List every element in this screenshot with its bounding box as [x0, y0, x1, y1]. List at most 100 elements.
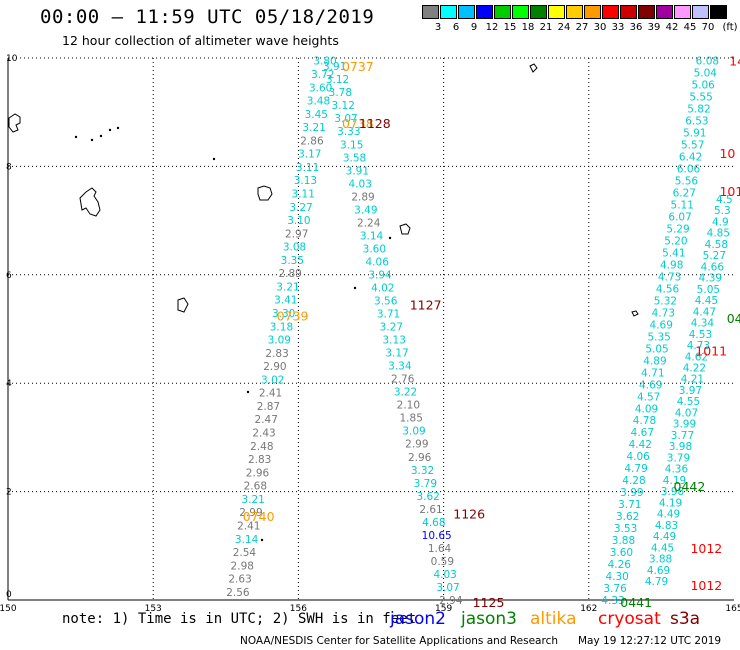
- swh-value: 5.35: [647, 331, 670, 343]
- swh-value: 5.06: [691, 80, 715, 92]
- swh-value: 2.43: [252, 428, 275, 440]
- swh-value: 3.41: [274, 295, 297, 307]
- swh-value: 3.21: [241, 494, 264, 506]
- swh-value: 4.06: [366, 256, 390, 268]
- pass-time-label: 1011: [695, 344, 727, 359]
- swh-value: 4.42: [629, 439, 652, 451]
- swh-value: 4.78: [633, 415, 656, 427]
- swh-value: 3.45: [305, 109, 328, 121]
- swh-value: 6.08: [696, 56, 719, 68]
- swh-value: 3.13: [383, 335, 406, 347]
- swh-value: 3.53: [614, 523, 637, 535]
- swh-value: 2.86: [300, 135, 324, 147]
- swh-value: 3.22: [394, 387, 417, 399]
- swh-value: 1.85: [400, 413, 423, 425]
- swh-value: 4.98: [660, 259, 683, 271]
- x-tick-label: 162: [580, 604, 597, 614]
- swh-value: 3.62: [616, 511, 639, 523]
- swh-value: 5.20: [664, 235, 687, 247]
- swh-value: 2.56: [226, 587, 250, 599]
- swh-value: 2.10: [397, 400, 420, 412]
- legend-swatch: [548, 5, 565, 19]
- swh-value: 4.28: [622, 475, 645, 487]
- swh-value: 4.06: [626, 451, 650, 463]
- swh-value: 3.48: [307, 96, 330, 108]
- swh-value: 5.27: [703, 250, 726, 262]
- pass-time-label: 1128: [359, 116, 391, 131]
- swh-value: 3.07: [436, 582, 459, 594]
- swh-value: 3.14: [235, 534, 259, 546]
- legend-swatch: [512, 5, 529, 19]
- legend-swatch: [476, 5, 493, 19]
- pass-time-label: 0737: [342, 59, 374, 74]
- swh-value: 4.19: [659, 497, 682, 509]
- swh-value: 3.08: [283, 242, 306, 254]
- satellite-name-altika: altika: [530, 609, 577, 629]
- pass-time-label: 0738: [342, 116, 374, 131]
- swh-value: 3.79: [667, 452, 690, 464]
- legend-swatch: [440, 5, 457, 19]
- swh-value: 2.89: [351, 191, 374, 203]
- island-dot: [246, 390, 250, 394]
- swh-value: 5.04: [694, 68, 718, 80]
- axis-ticks: 150 153 156 159 162 165 0 2 4 6 8 10: [0, 54, 740, 614]
- legend-swatch: [710, 5, 727, 19]
- swh-value: 4.36: [665, 464, 689, 476]
- legend-label: (ft): [722, 22, 738, 33]
- satellite-name-s3a: s3a: [670, 609, 701, 629]
- swh-value: 3.17: [385, 348, 408, 360]
- swh-value: 3.99: [620, 487, 643, 499]
- swh-value: 2.54: [233, 547, 257, 559]
- swh-value: 4.30: [605, 571, 628, 583]
- swh-value: 4.5: [716, 194, 733, 206]
- swh-value: 2.83: [248, 454, 271, 466]
- swh-value: 3.88: [649, 554, 672, 566]
- swh-value: 4.62: [685, 351, 708, 363]
- swh-value: 3.94: [368, 269, 392, 281]
- swh-value: 6.42: [679, 152, 702, 164]
- legend-swatch: [674, 5, 691, 19]
- pass-time-label: 0739: [277, 308, 309, 323]
- swh-value: 3.71: [618, 499, 641, 511]
- swh-value: 4.19: [663, 475, 686, 487]
- y-tick-label: 8: [6, 162, 12, 172]
- island-dot: [108, 128, 112, 132]
- swh-value: 3.99: [673, 419, 696, 431]
- swh-value: 3.02: [261, 374, 284, 386]
- swh-value: 4.9: [712, 216, 729, 228]
- legend-swatch: [692, 5, 709, 19]
- swh-value: 2.89: [278, 268, 301, 280]
- swh-value: 4.56: [656, 283, 680, 295]
- x-tick-label: 156: [290, 604, 307, 614]
- swh-value: 3.10: [287, 215, 310, 227]
- y-tick-label: 4: [6, 379, 12, 389]
- swh-value: 4.83: [655, 520, 678, 532]
- swh-value: 2.94: [439, 595, 463, 607]
- swh-value: 6.07: [668, 212, 691, 224]
- swh-value: 3.60: [363, 243, 386, 255]
- swh-value: 4.55: [677, 396, 700, 408]
- swh-value: 2.41: [259, 388, 282, 400]
- swh-value: 5.82: [687, 104, 710, 116]
- island-dot: [212, 157, 216, 161]
- swh-value: 4.26: [608, 559, 632, 571]
- swh-value: 4.45: [695, 295, 718, 307]
- swh-value: 3.27: [380, 322, 403, 334]
- pass-time-label: 14: [729, 54, 740, 69]
- x-tick-label: 165: [725, 604, 740, 614]
- satellite-name-jason3: jason3: [461, 609, 517, 629]
- swh-value: 3.76: [603, 583, 627, 595]
- swh-value: 2.90: [263, 361, 286, 373]
- swh-value: 3.30: [272, 308, 295, 320]
- generated-timestamp: May 19 12:27:12 UTC 2019: [578, 635, 722, 647]
- swh-value: 3.21: [276, 281, 299, 293]
- swh-value: 2.68: [244, 481, 267, 493]
- swh-value: 4.69: [639, 379, 662, 391]
- swh-value: 3.60: [610, 547, 633, 559]
- swh-value: 5.11: [671, 200, 694, 212]
- island-outline: [177, 297, 189, 313]
- y-tick-label: 6: [6, 271, 12, 281]
- legend-label: 36: [629, 22, 643, 33]
- swh-value: 2.96: [246, 467, 270, 479]
- legend-label: 6: [452, 22, 460, 33]
